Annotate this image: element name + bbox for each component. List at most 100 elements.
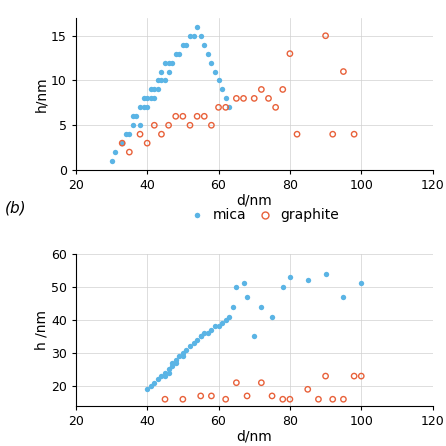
Point [147,86,154,93]
Point [197,32,204,39]
Point [140,95,147,102]
Point [119,140,126,147]
Point [161,77,169,84]
Point [165,366,172,373]
Point [197,333,204,340]
Point [293,131,301,138]
Point [233,283,240,290]
Point [190,339,197,347]
Point [322,372,329,380]
Point [201,41,208,48]
Point [186,32,194,39]
Point [144,95,151,102]
Point [169,359,176,367]
Point [158,68,165,75]
Point [197,333,204,340]
Point [158,372,165,380]
Point [190,32,197,39]
Point [119,140,126,147]
Point [154,376,161,383]
Point [258,303,265,310]
Point [158,77,165,84]
Point [329,396,336,403]
Point [147,95,154,102]
Point [265,95,272,102]
X-axis label: d/nm: d/nm [236,194,272,207]
Point [233,379,240,386]
Point [208,122,215,129]
Point [286,273,293,281]
Point [154,77,161,84]
Point [158,131,165,138]
Point [161,59,169,66]
Point [244,392,251,400]
Point [194,336,201,343]
Point [251,95,258,102]
Point [268,313,276,320]
Point [176,353,183,360]
Point [186,122,194,129]
Point [226,313,233,320]
Point [165,369,172,376]
Point [165,122,172,129]
Point [222,396,229,403]
Point [151,379,158,386]
Point [240,280,247,287]
Point [172,356,179,363]
Point [208,326,215,333]
Point [219,320,226,327]
Y-axis label: h/nm: h/nm [34,76,48,112]
Point [340,68,347,75]
Point [194,113,201,120]
Point [144,140,151,147]
Point [183,41,190,48]
Point [129,113,136,120]
X-axis label: d/nm: d/nm [236,429,272,443]
Legend: mica, graphite: mica, graphite [178,203,345,228]
Point [126,149,133,156]
Point [194,23,201,30]
Point [244,293,251,300]
Point [258,379,265,386]
Point [176,50,183,57]
Y-axis label: h /nm: h /nm [34,310,48,350]
Point [108,157,115,165]
Point [165,59,172,66]
Point [329,131,336,138]
Point [179,349,186,356]
Point [129,122,136,129]
Point [179,41,186,48]
Point [169,363,176,370]
Point [179,113,186,120]
Point [161,396,169,403]
Point [215,104,222,111]
Point [172,113,179,120]
Point [304,277,311,284]
Point [122,131,129,138]
Point [172,50,179,57]
Point [322,32,329,39]
Point [233,95,240,102]
Point [179,353,186,360]
Point [147,382,154,389]
Point [222,316,229,323]
Point [204,330,211,337]
Point [136,104,144,111]
Point [154,86,161,93]
Point [208,392,215,400]
Point [229,303,236,310]
Point [201,330,208,337]
Point [151,95,158,102]
Point [151,122,158,129]
Point [219,86,226,93]
Point [279,396,286,403]
Point [322,270,329,277]
Text: (b): (b) [4,200,26,215]
Point [136,122,144,129]
Point [126,131,133,138]
Point [161,372,169,380]
Point [144,386,151,393]
Point [286,50,293,57]
Point [351,131,358,138]
Point [222,95,229,102]
